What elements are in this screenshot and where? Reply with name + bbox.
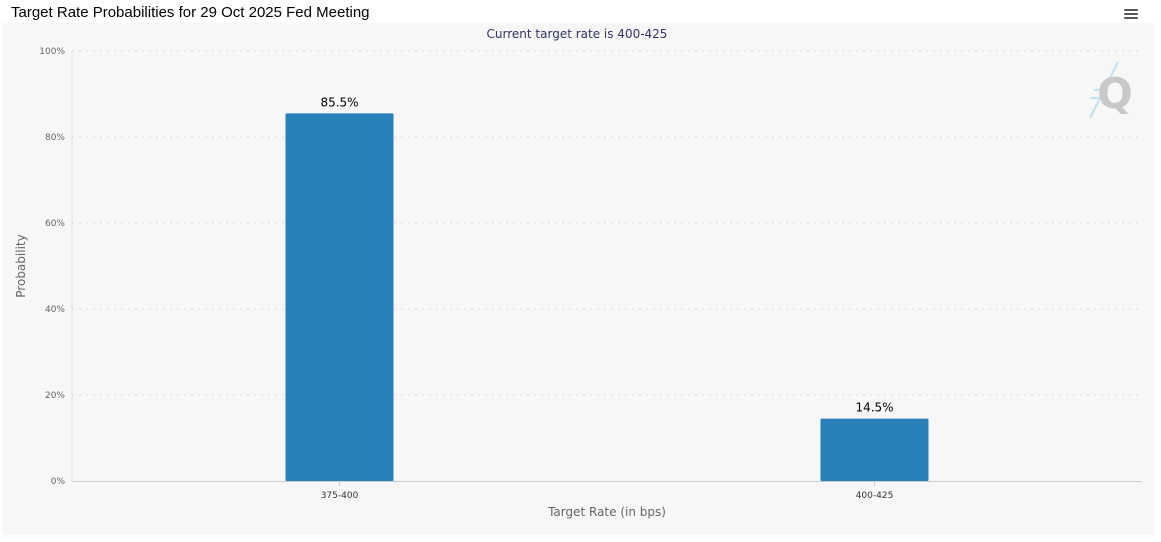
grid-lines [71,50,1142,481]
x-tick-label: 375-400 [321,491,359,501]
quikstrike-logo-icon: Q [1089,61,1133,119]
x-axis-title: Target Rate (in bps) [547,505,666,519]
data-label: 14.5% [855,401,893,415]
x-tick-label: 400-425 [856,491,894,501]
y-tick-label: 80% [45,133,65,143]
y-tick-label: 40% [45,305,65,315]
bar-series: 85.5% 14.5% [285,95,929,481]
y-tick-label: 0% [51,477,66,487]
bar-375-400[interactable] [285,113,394,481]
y-axis-tick-labels: 0% 20% 40% 60% 80% 100% [39,47,65,487]
chart-subtitle: Current target rate is 400-425 [487,27,668,41]
chart-panel [3,23,1155,535]
page-title: Target Rate Probabilities for 29 Oct 202… [11,4,370,21]
bar-400-425[interactable] [820,418,929,481]
watermark-letter: Q [1097,69,1133,118]
data-label: 85.5% [320,95,358,109]
hamburger-menu-icon[interactable] [1119,4,1143,24]
y-tick-label: 60% [45,219,65,229]
x-axis-tick-labels: 375-400 400-425 [321,481,894,501]
y-tick-label: 100% [39,47,65,57]
y-axis-title: Probability [14,234,28,297]
y-tick-label: 20% [45,391,65,401]
